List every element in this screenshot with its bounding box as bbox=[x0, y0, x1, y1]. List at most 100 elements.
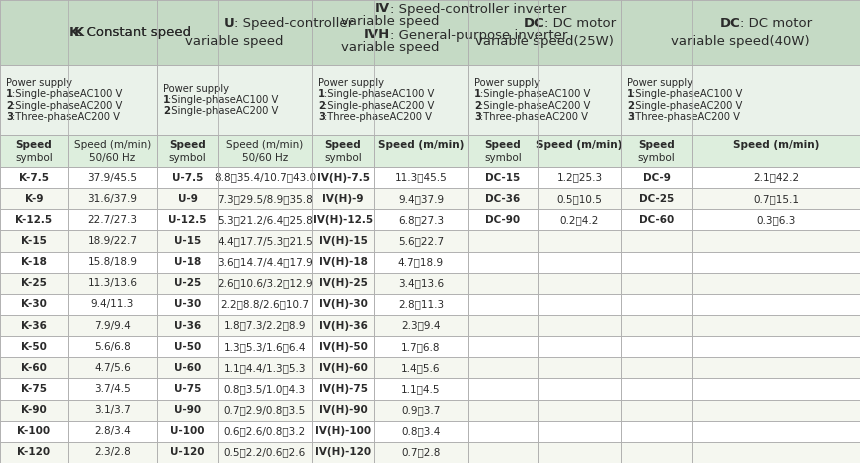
Bar bbox=[68, 273, 157, 294]
Bar bbox=[374, 400, 468, 421]
Text: 1.8～7.3/2.2～8.9: 1.8～7.3/2.2～8.9 bbox=[224, 320, 306, 331]
Text: IV(H)-60: IV(H)-60 bbox=[318, 363, 367, 373]
Text: 1: 1 bbox=[6, 89, 13, 99]
Text: :Single-phaseAC100 V: :Single-phaseAC100 V bbox=[480, 89, 590, 99]
Text: symbol: symbol bbox=[15, 153, 52, 163]
Bar bbox=[538, 251, 621, 273]
Bar bbox=[621, 442, 692, 463]
Bar bbox=[468, 421, 538, 442]
Bar bbox=[312, 378, 374, 400]
Text: U-60: U-60 bbox=[174, 363, 201, 373]
Text: 1.7～6.8: 1.7～6.8 bbox=[402, 342, 440, 352]
Bar bbox=[621, 294, 692, 315]
Bar bbox=[68, 188, 157, 209]
Bar bbox=[0, 251, 68, 273]
Text: 11.3/13.6: 11.3/13.6 bbox=[88, 278, 138, 288]
Bar bbox=[374, 188, 468, 209]
Text: 1: 1 bbox=[318, 89, 325, 99]
Bar bbox=[218, 209, 312, 231]
Bar bbox=[218, 251, 312, 273]
Bar bbox=[468, 251, 538, 273]
Bar bbox=[218, 400, 312, 421]
Bar bbox=[312, 315, 374, 336]
Bar bbox=[538, 188, 621, 209]
Bar bbox=[0, 209, 68, 231]
Text: variable speed: variable speed bbox=[341, 15, 439, 29]
Bar bbox=[0, 188, 68, 209]
Text: :Single-phaseAC200 V: :Single-phaseAC200 V bbox=[480, 101, 590, 111]
Text: U-36: U-36 bbox=[174, 320, 201, 331]
Bar bbox=[218, 336, 312, 357]
Bar bbox=[312, 357, 374, 378]
Bar bbox=[312, 167, 374, 188]
Bar bbox=[538, 273, 621, 294]
Text: 3: 3 bbox=[627, 112, 634, 122]
Bar bbox=[468, 378, 538, 400]
Bar bbox=[0, 357, 68, 378]
Bar bbox=[68, 336, 157, 357]
Text: 3.7/4.5: 3.7/4.5 bbox=[94, 384, 131, 394]
Bar bbox=[692, 294, 860, 315]
Bar bbox=[157, 135, 218, 167]
Bar bbox=[538, 442, 621, 463]
Bar bbox=[157, 400, 218, 421]
Bar bbox=[374, 294, 468, 315]
Bar bbox=[538, 209, 621, 231]
Bar bbox=[374, 209, 468, 231]
Text: K-36: K-36 bbox=[21, 320, 47, 331]
Text: 9.4～37.9: 9.4～37.9 bbox=[398, 194, 444, 204]
Text: :Three-phaseAC200 V: :Three-phaseAC200 V bbox=[480, 112, 587, 122]
Bar bbox=[312, 400, 374, 421]
Text: 1.3～5.3/1.6～6.4: 1.3～5.3/1.6～6.4 bbox=[224, 342, 306, 352]
Text: U-30: U-30 bbox=[174, 300, 201, 309]
Text: 2.3～9.4: 2.3～9.4 bbox=[402, 320, 440, 331]
Text: Power supply: Power supply bbox=[474, 78, 540, 88]
Bar bbox=[621, 167, 692, 188]
Text: K: K bbox=[73, 26, 83, 39]
Text: IV(H)-15: IV(H)-15 bbox=[318, 236, 367, 246]
Bar bbox=[0, 167, 68, 188]
Text: K-15: K-15 bbox=[21, 236, 47, 246]
Text: 7.9/9.4: 7.9/9.4 bbox=[94, 320, 131, 331]
Bar bbox=[68, 231, 157, 251]
Bar bbox=[374, 336, 468, 357]
Bar bbox=[68, 357, 157, 378]
Text: U-50: U-50 bbox=[174, 342, 201, 352]
Bar bbox=[692, 135, 860, 167]
Text: U-120: U-120 bbox=[170, 447, 205, 457]
Bar bbox=[621, 135, 692, 167]
Text: IV(H)-7.5: IV(H)-7.5 bbox=[316, 173, 370, 182]
Bar bbox=[692, 231, 860, 251]
Text: IV(H)-50: IV(H)-50 bbox=[318, 342, 367, 352]
Text: symbol: symbol bbox=[637, 153, 675, 163]
Bar bbox=[312, 231, 374, 251]
Text: Power supply: Power supply bbox=[6, 78, 72, 88]
Text: variable speed(25W): variable speed(25W) bbox=[475, 35, 614, 48]
Bar bbox=[468, 400, 538, 421]
Text: K-50: K-50 bbox=[21, 342, 47, 352]
Text: 3.1/3.7: 3.1/3.7 bbox=[94, 405, 131, 415]
Bar bbox=[218, 231, 312, 251]
Bar bbox=[0, 400, 68, 421]
Text: :Single-phaseAC200 V: :Single-phaseAC200 V bbox=[169, 106, 279, 117]
Bar bbox=[621, 231, 692, 251]
Bar bbox=[692, 357, 860, 378]
Text: K: K bbox=[68, 26, 78, 39]
Text: 2.1～42.2: 2.1～42.2 bbox=[753, 173, 799, 182]
Bar bbox=[157, 251, 218, 273]
Bar bbox=[692, 251, 860, 273]
Bar bbox=[538, 336, 621, 357]
Text: Speed: Speed bbox=[169, 140, 206, 150]
Text: 4.4～17.7/5.3～21.5: 4.4～17.7/5.3～21.5 bbox=[217, 236, 313, 246]
Text: U: U bbox=[224, 17, 235, 30]
Bar bbox=[157, 442, 218, 463]
Text: Speed: Speed bbox=[485, 140, 521, 150]
Text: DC-60: DC-60 bbox=[639, 215, 674, 225]
Bar bbox=[692, 167, 860, 188]
Bar bbox=[538, 315, 621, 336]
Text: 1.4～5.6: 1.4～5.6 bbox=[402, 363, 440, 373]
Text: :Single-phaseAC100 V: :Single-phaseAC100 V bbox=[632, 89, 743, 99]
Text: variable speed(40W): variable speed(40W) bbox=[671, 35, 810, 48]
Text: K-120: K-120 bbox=[17, 447, 51, 457]
Bar bbox=[374, 135, 468, 167]
